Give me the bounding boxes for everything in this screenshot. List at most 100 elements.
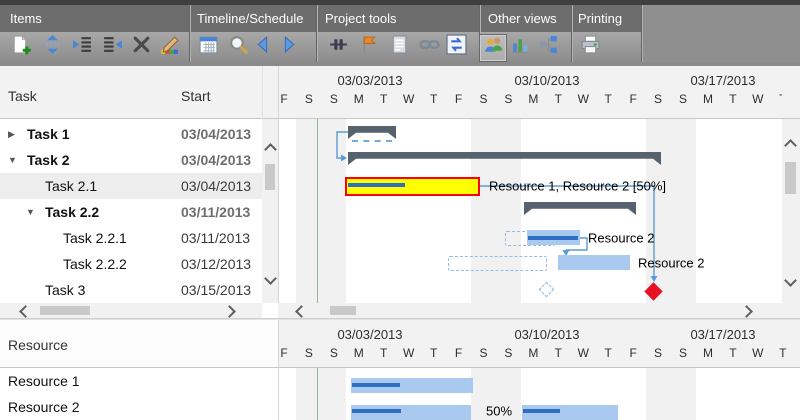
- calendar-button[interactable]: [195, 34, 221, 60]
- delete-item-button[interactable]: [128, 34, 154, 60]
- resource-row[interactable]: Resource 1: [0, 368, 278, 394]
- summary-bar[interactable]: [348, 126, 396, 139]
- chart-view-button[interactable]: [507, 34, 533, 60]
- resource-name-cell: Resource 2: [8, 399, 80, 415]
- navigate-left-button[interactable]: [250, 34, 276, 60]
- add-item-icon: [10, 34, 31, 60]
- week-label: 03/17/2013: [690, 73, 756, 88]
- task-name-cell: Task 2: [27, 152, 70, 168]
- weekend-band: [471, 119, 521, 303]
- chart-horizontal-scrollbar[interactable]: [278, 303, 800, 318]
- task-document-icon: [389, 34, 410, 60]
- delete-item-icon: [131, 34, 152, 60]
- zoom-icon: [228, 34, 249, 60]
- add-item-button[interactable]: [7, 34, 33, 60]
- task-row[interactable]: Task 2.2.1 03/11/2013: [0, 225, 262, 251]
- day-letter: T: [380, 346, 388, 360]
- day-letter: T: [554, 346, 562, 360]
- task-row[interactable]: Task 3 03/15/2013: [0, 277, 262, 303]
- toolbar-group-label-band: [0, 5, 642, 32]
- swap-tasks-button[interactable]: [443, 34, 469, 60]
- toolbar-empty-area: [642, 5, 800, 62]
- day-letter: M: [702, 92, 713, 106]
- day-letter: S: [504, 346, 513, 360]
- day-letter: T: [554, 92, 562, 106]
- dependency-links-layer: [336, 131, 658, 282]
- task-document-button[interactable]: [386, 34, 412, 60]
- task-row[interactable]: ▼ Task 2 03/04/2013: [0, 147, 262, 173]
- selected-task-bar[interactable]: [345, 177, 480, 196]
- day-letter: T: [604, 346, 612, 360]
- task-row[interactable]: ▼ Task 2.2 03/11/2013: [0, 199, 262, 225]
- week-label: 03/03/2013: [337, 327, 403, 342]
- gantt-chart-area: Resource 1, Resource 2 [50%] Resource 2 Re…: [278, 119, 782, 303]
- edit-item-icon: [159, 34, 180, 60]
- network-view-icon: [538, 34, 559, 60]
- summary-bar[interactable]: [524, 202, 636, 215]
- task-start-cell: 03/15/2013: [181, 282, 252, 298]
- timeline-header-background: [278, 66, 800, 118]
- task-row[interactable]: ▶ Task 1 03/04/2013: [0, 121, 262, 147]
- chart-vertical-scrollbar-thumb[interactable]: [785, 162, 796, 194]
- edit-item-button[interactable]: [156, 34, 182, 60]
- day-letter: T: [429, 346, 438, 360]
- progress-stripe: [352, 409, 401, 413]
- task-bar[interactable]: [351, 405, 471, 420]
- fit-timeline-button[interactable]: [325, 34, 351, 60]
- resources-view-icon: [483, 35, 504, 61]
- bottom-timeline-header-background: [278, 320, 800, 367]
- progress-stripe: [348, 183, 405, 187]
- task-name-cell: Task 2.2.1: [63, 230, 127, 246]
- milestone-flag-button[interactable]: [356, 34, 382, 60]
- weekend-band: [645, 119, 696, 303]
- task-row[interactable]: Task 2.2.2 03/12/2013: [0, 251, 262, 277]
- day-letter: T: [380, 92, 388, 106]
- move-item-button[interactable]: [39, 34, 65, 60]
- task-row[interactable]: Task 2.1 03/04/2013: [0, 173, 262, 199]
- network-view-button[interactable]: [535, 34, 561, 60]
- weekend-band: [296, 368, 347, 420]
- outdent-item-button[interactable]: [69, 34, 95, 60]
- day-letter: S: [479, 346, 488, 360]
- column-header-resource: Resource: [8, 337, 68, 353]
- bar-label: Resource 2: [588, 230, 655, 246]
- task-name-cell: Task 2.2.2: [63, 256, 127, 272]
- print-button[interactable]: [577, 34, 603, 60]
- task-grid-header: [0, 66, 278, 118]
- task-bar[interactable]: [351, 378, 473, 393]
- link-tasks-button[interactable]: [416, 34, 442, 60]
- resource-row[interactable]: Resource 2: [0, 394, 278, 420]
- expander-expanded-icon[interactable]: ▼: [8, 155, 17, 165]
- expander-collapsed-icon[interactable]: ▶: [8, 129, 15, 139]
- resource-grid-header: [0, 320, 278, 367]
- project-start-line: [317, 119, 318, 303]
- toolbar-separator: [190, 5, 191, 62]
- fit-timeline-icon: [328, 34, 349, 60]
- grid-horizontal-scrollbar-thumb[interactable]: [40, 306, 90, 315]
- resources-view-button[interactable]: [479, 34, 507, 62]
- chart-horizontal-scrollbar-thumb[interactable]: [330, 306, 356, 315]
- day-letter: F: [629, 346, 637, 360]
- expander-expanded-icon[interactable]: ▼: [26, 207, 35, 217]
- panel-splitter[interactable]: [0, 318, 800, 321]
- day-letter: F: [454, 92, 463, 106]
- day-letter: F: [629, 92, 637, 106]
- day-letter: F: [280, 346, 288, 360]
- day-letter: S: [304, 92, 313, 106]
- week-label: 03/17/2013: [690, 327, 756, 342]
- indent-item-button[interactable]: [99, 34, 125, 60]
- zoom-button[interactable]: [225, 34, 251, 60]
- resource-name-cell: Resource 1: [8, 373, 80, 389]
- grid-vertical-scrollbar-thumb[interactable]: [265, 164, 275, 190]
- day-letter: S: [329, 346, 338, 360]
- navigate-left-icon: [253, 34, 274, 60]
- task-bar[interactable]: [522, 405, 618, 420]
- week-label: 03/10/2013: [514, 327, 580, 342]
- navigate-right-button[interactable]: [275, 34, 301, 60]
- task-bar[interactable]: [558, 255, 630, 270]
- week-label: 03/10/2013: [514, 73, 580, 88]
- weekend-band: [296, 119, 347, 303]
- day-letter: S: [304, 346, 313, 360]
- toolbar-group-timeline-label: Timeline/Schedule: [197, 11, 304, 26]
